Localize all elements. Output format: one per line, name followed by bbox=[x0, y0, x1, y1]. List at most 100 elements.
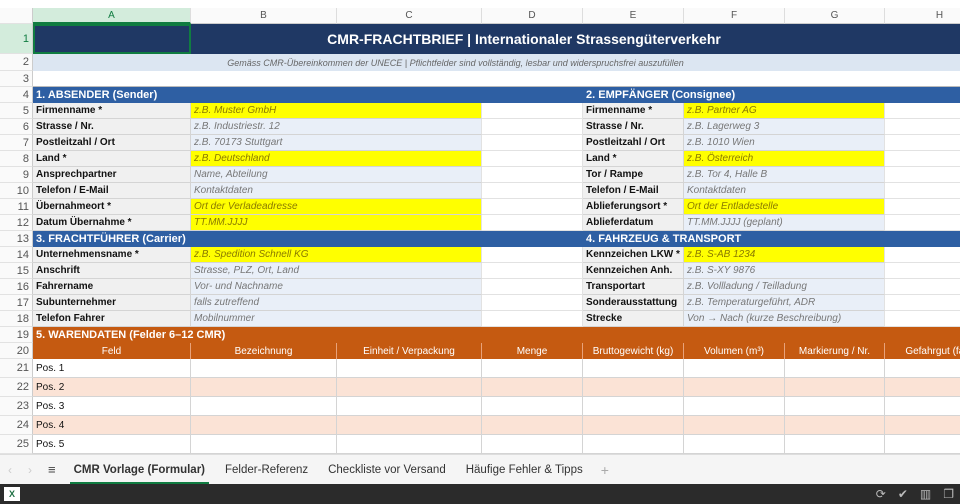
column-header-d[interactable]: D bbox=[482, 8, 583, 24]
field-input[interactable]: z.B. Deutschland bbox=[191, 151, 482, 167]
field-input[interactable]: Mobilnummer bbox=[191, 311, 482, 327]
row-header[interactable]: 9 bbox=[0, 167, 33, 183]
row-header[interactable]: 2 bbox=[0, 54, 33, 71]
field-input[interactable]: Von → Nach (kurze Beschreibung) bbox=[684, 311, 885, 327]
goods-cell[interactable] bbox=[785, 378, 885, 397]
empty-cell[interactable] bbox=[885, 151, 960, 167]
row-header[interactable]: 13 bbox=[0, 231, 33, 247]
select-all-corner[interactable] bbox=[0, 8, 33, 24]
field-input[interactable]: Ort der Verladeadresse bbox=[191, 199, 482, 215]
scroll-right-icon[interactable]: › bbox=[28, 462, 32, 477]
empty-cell[interactable] bbox=[482, 135, 583, 151]
row-header[interactable]: 8 bbox=[0, 151, 33, 167]
empty-cell[interactable] bbox=[482, 295, 583, 311]
scroll-left-icon[interactable]: ‹ bbox=[8, 462, 12, 477]
row-header[interactable]: 20 bbox=[0, 343, 33, 359]
goods-cell[interactable] bbox=[191, 435, 337, 454]
field-input[interactable]: falls zutreffend bbox=[191, 295, 482, 311]
field-input[interactable]: z.B. S-AB 1234 bbox=[684, 247, 885, 263]
goods-cell[interactable] bbox=[191, 359, 337, 378]
field-input[interactable]: Vor- und Nachname bbox=[191, 279, 482, 295]
goods-cell[interactable] bbox=[337, 359, 482, 378]
sync-icon[interactable]: ⟳ bbox=[875, 487, 886, 501]
goods-cell[interactable] bbox=[684, 416, 785, 435]
tab-haeufige-fehler[interactable]: Häufige Fehler & Tipps bbox=[465, 463, 583, 476]
goods-cell[interactable] bbox=[583, 435, 684, 454]
row-header[interactable]: 16 bbox=[0, 279, 33, 295]
goods-cell[interactable] bbox=[482, 435, 583, 454]
row-header[interactable]: 11 bbox=[0, 199, 33, 215]
empty-cell[interactable] bbox=[885, 135, 960, 151]
row-header[interactable]: 14 bbox=[0, 247, 33, 263]
goods-cell[interactable] bbox=[684, 435, 785, 454]
goods-cell[interactable] bbox=[785, 435, 885, 454]
empty-cell[interactable] bbox=[482, 215, 583, 231]
empty-cell[interactable] bbox=[885, 103, 960, 119]
row-header[interactable]: 10 bbox=[0, 183, 33, 199]
row-header[interactable]: 5 bbox=[0, 103, 33, 119]
add-sheet-button[interactable]: + bbox=[600, 461, 609, 478]
column-header-b[interactable]: B bbox=[191, 8, 337, 24]
goods-cell[interactable] bbox=[785, 416, 885, 435]
empty-cell[interactable] bbox=[885, 167, 960, 183]
empty-cell[interactable] bbox=[482, 151, 583, 167]
goods-cell[interactable] bbox=[337, 435, 482, 454]
goods-cell[interactable] bbox=[337, 416, 482, 435]
empty-cell[interactable] bbox=[482, 247, 583, 263]
goods-cell[interactable] bbox=[684, 359, 785, 378]
empty-cell[interactable] bbox=[482, 263, 583, 279]
column-header-h[interactable]: H bbox=[885, 8, 960, 24]
empty-cell[interactable] bbox=[885, 247, 960, 263]
empty-cell[interactable] bbox=[482, 199, 583, 215]
column-header-a[interactable]: A bbox=[33, 8, 191, 24]
goods-position[interactable]: Pos. 5 bbox=[33, 435, 191, 454]
column-header-g[interactable]: G bbox=[785, 8, 885, 24]
empty-cell[interactable] bbox=[885, 199, 960, 215]
goods-cell[interactable] bbox=[583, 378, 684, 397]
field-input[interactable]: z.B. S-XY 9876 bbox=[684, 263, 885, 279]
goods-position[interactable]: Pos. 2 bbox=[33, 378, 191, 397]
field-input[interactable]: Name, Abteilung bbox=[191, 167, 482, 183]
tab-checkliste[interactable]: Checkliste vor Versand bbox=[328, 463, 446, 476]
column-header-e[interactable]: E bbox=[583, 8, 684, 24]
row-header[interactable]: 22 bbox=[0, 378, 33, 397]
goods-cell[interactable] bbox=[684, 378, 785, 397]
field-input[interactable]: z.B. 70173 Stuttgart bbox=[191, 135, 482, 151]
goods-cell[interactable] bbox=[337, 378, 482, 397]
goods-cell[interactable] bbox=[885, 378, 960, 397]
goods-position[interactable]: Pos. 4 bbox=[33, 416, 191, 435]
empty-cell[interactable] bbox=[482, 103, 583, 119]
empty-cell[interactable] bbox=[885, 183, 960, 199]
field-input[interactable]: z.B. Österreich bbox=[684, 151, 885, 167]
row-header[interactable]: 19 bbox=[0, 327, 33, 343]
field-input[interactable]: TT.MM.JJJJ (geplant) bbox=[684, 215, 885, 231]
row-header[interactable]: 7 bbox=[0, 135, 33, 151]
field-input[interactable]: z.B. Muster GmbH bbox=[191, 103, 482, 119]
field-input[interactable]: Kontaktdaten bbox=[191, 183, 482, 199]
row-header[interactable]: 17 bbox=[0, 295, 33, 311]
all-sheets-menu-icon[interactable]: ≡ bbox=[48, 462, 56, 477]
empty-cell[interactable] bbox=[885, 311, 960, 327]
empty-cell[interactable] bbox=[885, 215, 960, 231]
row-header[interactable]: 23 bbox=[0, 397, 33, 416]
field-input[interactable]: z.B. Tor 4, Halle B bbox=[684, 167, 885, 183]
goods-cell[interactable] bbox=[191, 416, 337, 435]
goods-cell[interactable] bbox=[885, 359, 960, 378]
goods-cell[interactable] bbox=[684, 397, 785, 416]
row-header[interactable]: 25 bbox=[0, 435, 33, 454]
tab-cmr-vorlage[interactable]: CMR Vorlage (Formular) bbox=[64, 455, 215, 485]
empty-cell[interactable] bbox=[885, 263, 960, 279]
goods-position[interactable]: Pos. 3 bbox=[33, 397, 191, 416]
goods-cell[interactable] bbox=[885, 435, 960, 454]
goods-cell[interactable] bbox=[583, 397, 684, 416]
goods-cell[interactable] bbox=[885, 416, 960, 435]
empty-cell[interactable] bbox=[482, 311, 583, 327]
empty-cell[interactable] bbox=[482, 119, 583, 135]
goods-cell[interactable] bbox=[583, 359, 684, 378]
field-input[interactable]: TT.MM.JJJJ bbox=[191, 215, 482, 231]
goods-cell[interactable] bbox=[337, 397, 482, 416]
spreadsheet-grid[interactable]: A B C D E F G H 1 CMR-FRACHTBRIEF | International… bbox=[0, 0, 960, 454]
goods-cell[interactable] bbox=[785, 397, 885, 416]
empty-cell[interactable] bbox=[885, 295, 960, 311]
row-header[interactable]: 1 bbox=[0, 24, 33, 54]
